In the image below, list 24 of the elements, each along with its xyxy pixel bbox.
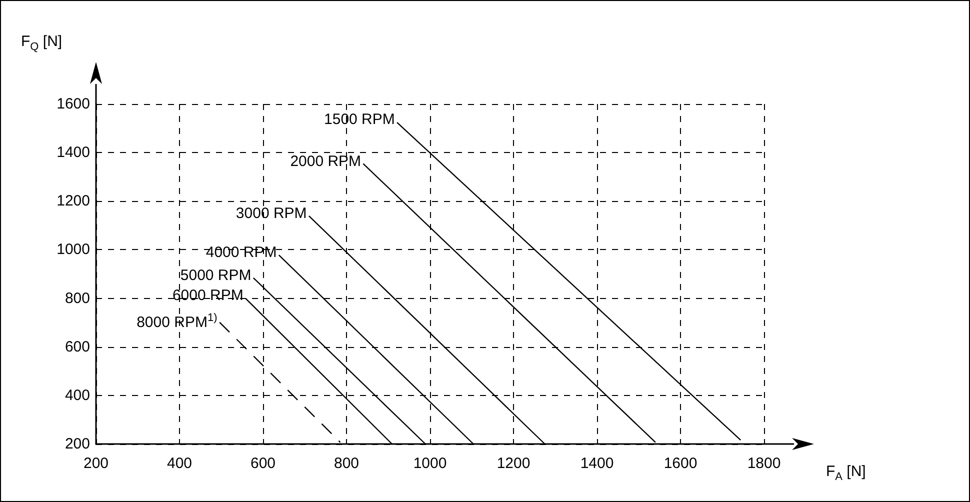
- x-tick-label: 1800: [747, 455, 781, 472]
- x-tick-label: 1200: [496, 455, 530, 472]
- x-tick-label: 1600: [664, 455, 698, 472]
- series-label: 3000 RPM: [236, 204, 307, 223]
- x-tick-label: 200: [83, 455, 109, 472]
- x-tick-label: 600: [250, 455, 276, 472]
- x-tick-label: 1400: [580, 455, 614, 472]
- series-label: 5000 RPM: [180, 266, 252, 285]
- y-axis-title: F$_{Q}$ [N]: [21, 32, 62, 54]
- x-axis-title: F$_{A}$ [N]: [826, 462, 866, 484]
- y-tick-label: 1400: [56, 144, 90, 162]
- series-label: 1500 RPM: [324, 111, 395, 130]
- y-tick-label: 1600: [56, 96, 90, 112]
- series-label: 2000 RPM: [290, 152, 362, 171]
- y-tick-label: 600: [64, 338, 90, 356]
- x-tick-label: 400: [166, 455, 192, 472]
- x-tick-label: 1000: [413, 455, 447, 472]
- series-label: 8000 RPM$^{1)}$: [136, 310, 218, 332]
- x-tick-label: 800: [334, 455, 360, 472]
- y-tick-label: 800: [64, 290, 90, 307]
- y-tick-label: 200: [64, 436, 90, 452]
- y-tick-label: 400: [64, 386, 90, 404]
- y-tick-label: 1000: [56, 241, 90, 258]
- y-tick-label: 1200: [56, 192, 90, 210]
